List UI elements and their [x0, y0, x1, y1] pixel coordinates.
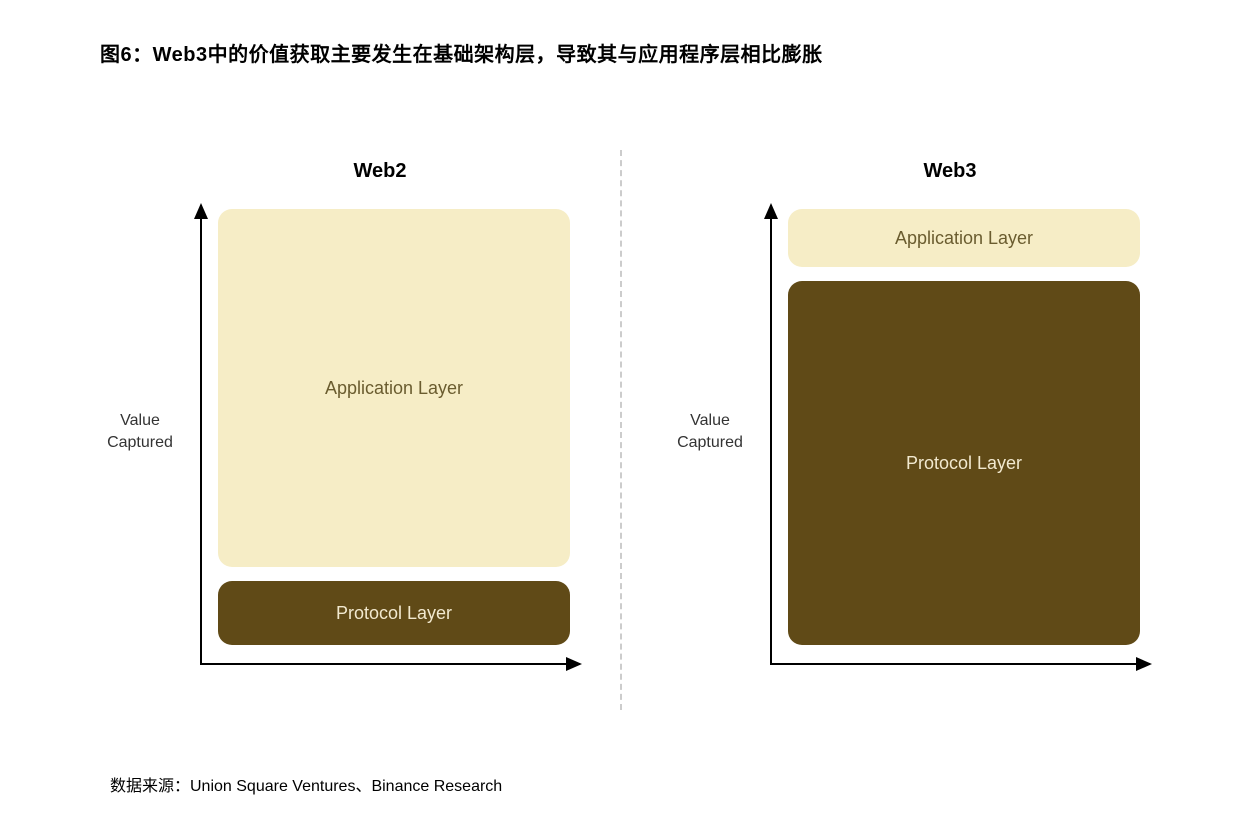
web2-protocol-layer: Protocol Layer	[218, 581, 570, 645]
diagram-area: Web2 Value Captured Application Layer Pr…	[0, 150, 1246, 710]
y-axis-arrow-icon	[194, 203, 208, 219]
x-axis-line	[770, 663, 1150, 665]
center-divider	[620, 150, 622, 710]
y-axis-arrow-icon	[764, 203, 778, 219]
y-axis-label-web3: Value Captured	[670, 410, 750, 453]
panel-web3-title: Web3	[670, 160, 1170, 183]
web2-protocol-layer-label: Protocol Layer	[336, 603, 452, 624]
x-axis-line	[200, 663, 580, 665]
y-axis-line	[200, 205, 202, 665]
y-axis-label-web2: Value Captured	[100, 410, 180, 453]
figure-source: 数据来源：Union Square Ventures、Binance Resea…	[110, 772, 502, 796]
panel-web3: Web3 Value Captured Application Layer Pr…	[670, 150, 1170, 710]
web3-application-layer: Application Layer	[788, 209, 1140, 267]
figure-title: 图6：Web3中的价值获取主要发生在基础架构层，导致其与应用程序层相比膨胀	[100, 38, 823, 67]
y-axis-label-line1-r: Value	[690, 412, 730, 429]
web2-application-layer-label: Application Layer	[325, 378, 463, 399]
y-axis-label-line2: Captured	[107, 434, 173, 451]
panel-web2-title: Web2	[100, 160, 600, 183]
axes-web3: Application Layer Protocol Layer	[770, 205, 1140, 665]
x-axis-arrow-icon	[566, 657, 582, 671]
panel-web2: Web2 Value Captured Application Layer Pr…	[100, 150, 600, 710]
y-axis-line	[770, 205, 772, 665]
axes-web2: Application Layer Protocol Layer	[200, 205, 570, 665]
web2-application-layer: Application Layer	[218, 209, 570, 567]
web3-application-layer-label: Application Layer	[895, 228, 1033, 249]
y-axis-label-line2-r: Captured	[677, 434, 743, 451]
y-axis-label-line1: Value	[120, 412, 160, 429]
web3-protocol-layer-label: Protocol Layer	[906, 453, 1022, 474]
x-axis-arrow-icon	[1136, 657, 1152, 671]
web3-protocol-layer: Protocol Layer	[788, 281, 1140, 645]
